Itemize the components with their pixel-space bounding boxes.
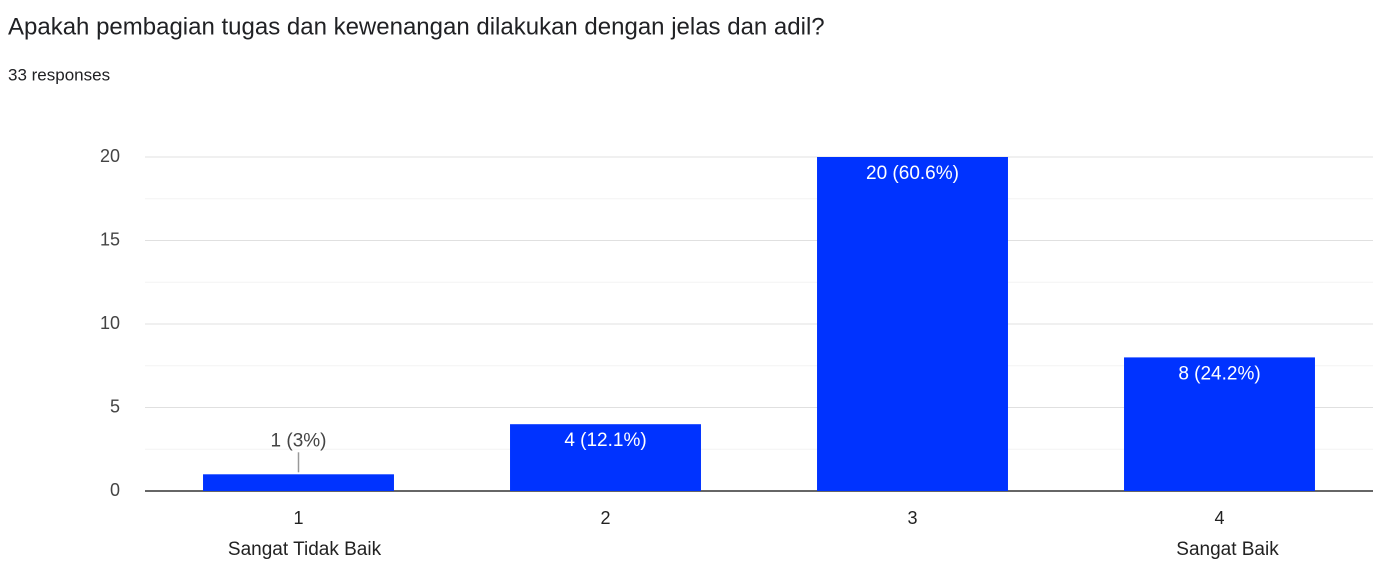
- chart-title: Apakah pembagian tugas dan kewenangan di…: [8, 13, 825, 40]
- bar: [817, 157, 1008, 491]
- value-label: 20 (60.6%): [866, 163, 959, 184]
- x-tick-label: 4: [1214, 508, 1224, 528]
- value-label: 8 (24.2%): [1178, 363, 1260, 384]
- y-tick-label: 5: [110, 396, 120, 416]
- y-tick-label: 10: [100, 313, 120, 333]
- x-tick-label: 2: [600, 508, 610, 528]
- y-tick-label: 0: [110, 480, 120, 500]
- bar: [1124, 357, 1315, 491]
- x-tick-label: 3: [907, 508, 917, 528]
- chart-subtitle: 33 responses: [8, 65, 110, 84]
- x-tick-description: Sangat Tidak Baik: [228, 539, 382, 560]
- bar: [203, 474, 394, 491]
- value-label: 4 (12.1%): [564, 430, 646, 451]
- bar: [510, 424, 701, 491]
- value-label: 1 (3%): [271, 430, 327, 451]
- x-tick-description: Sangat Baik: [1176, 539, 1279, 560]
- y-tick-label: 20: [100, 146, 120, 166]
- y-tick-label: 15: [100, 229, 120, 249]
- x-tick-label: 1: [293, 508, 303, 528]
